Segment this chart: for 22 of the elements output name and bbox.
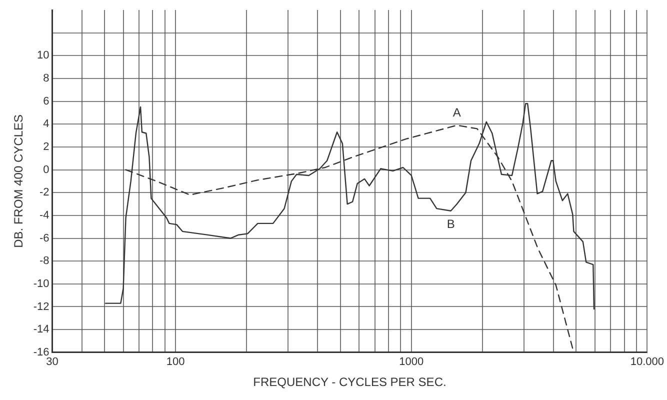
x-axis-title: FREQUENCY - CYCLES PER SEC. [253, 375, 446, 390]
y-tick-label: 0 [43, 164, 50, 176]
x-tick-label: 1000 [399, 356, 424, 368]
y-tick-label: -2 [40, 186, 50, 199]
x-tick-label: 10.000 [630, 356, 664, 368]
annotation: B [446, 217, 455, 232]
x-tick-label: 100 [166, 356, 185, 368]
y-axis-title: DB. FROM 400 CYCLES [12, 114, 26, 248]
y-tick-label: -6 [40, 232, 50, 244]
y-tick-label: -14 [33, 324, 50, 336]
y-tick-label: -10 [33, 278, 50, 290]
y-tick-label: 4 [43, 118, 50, 130]
x-tick-label: 30 [46, 356, 58, 368]
y-tick-label: 2 [43, 140, 50, 153]
annotation: A [452, 106, 461, 120]
y-tick-label: -8 [40, 255, 50, 268]
y-tick-label: 10 [37, 50, 50, 62]
y-tick-label: -16 [33, 346, 50, 358]
y-tick-label: 8 [43, 72, 50, 85]
y-tick-label: -12 [33, 300, 50, 313]
y-tick-label: 6 [43, 95, 50, 108]
y-tick-label: -4 [40, 209, 50, 222]
